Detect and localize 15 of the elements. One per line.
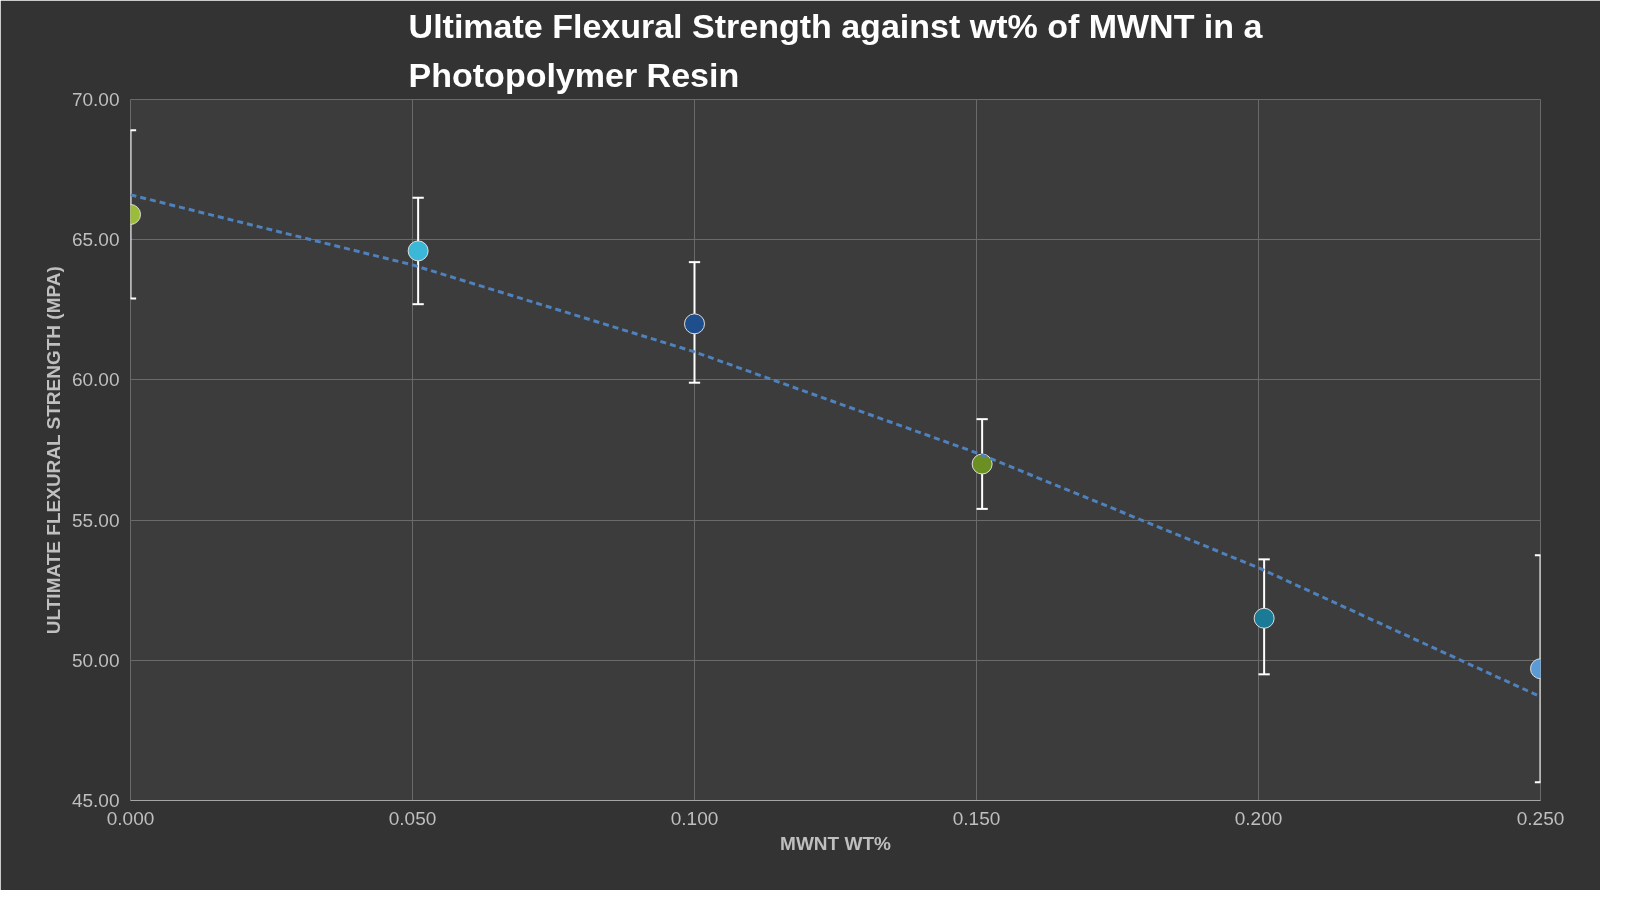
x-axis-title: MWNT WT% (780, 832, 892, 854)
x-tick-label: 0.150 (952, 807, 1001, 829)
y-tick-label: 65.00 (71, 229, 120, 251)
y-axis-title: ULTIMATE FLEXURAL STRENGTH (MPA) (42, 266, 64, 635)
y-tick-label: 70.00 (71, 89, 120, 110)
x-tick-label: 0.100 (670, 807, 719, 829)
y-tick-label: 60.00 (71, 369, 120, 391)
y-tick-label: 55.00 (71, 509, 120, 531)
x-tick-label: 0.050 (388, 807, 437, 829)
y-tick-label: 50.00 (71, 649, 120, 671)
x-tick-label: 0.250 (1516, 807, 1565, 829)
point (971, 453, 993, 475)
chart-title: Ultimate Flexural Strength against wt% of MWNT in a Photopolymer Resin (408, 7, 1264, 95)
x-tick-label: 0.200 (1234, 807, 1283, 829)
point (684, 313, 705, 335)
